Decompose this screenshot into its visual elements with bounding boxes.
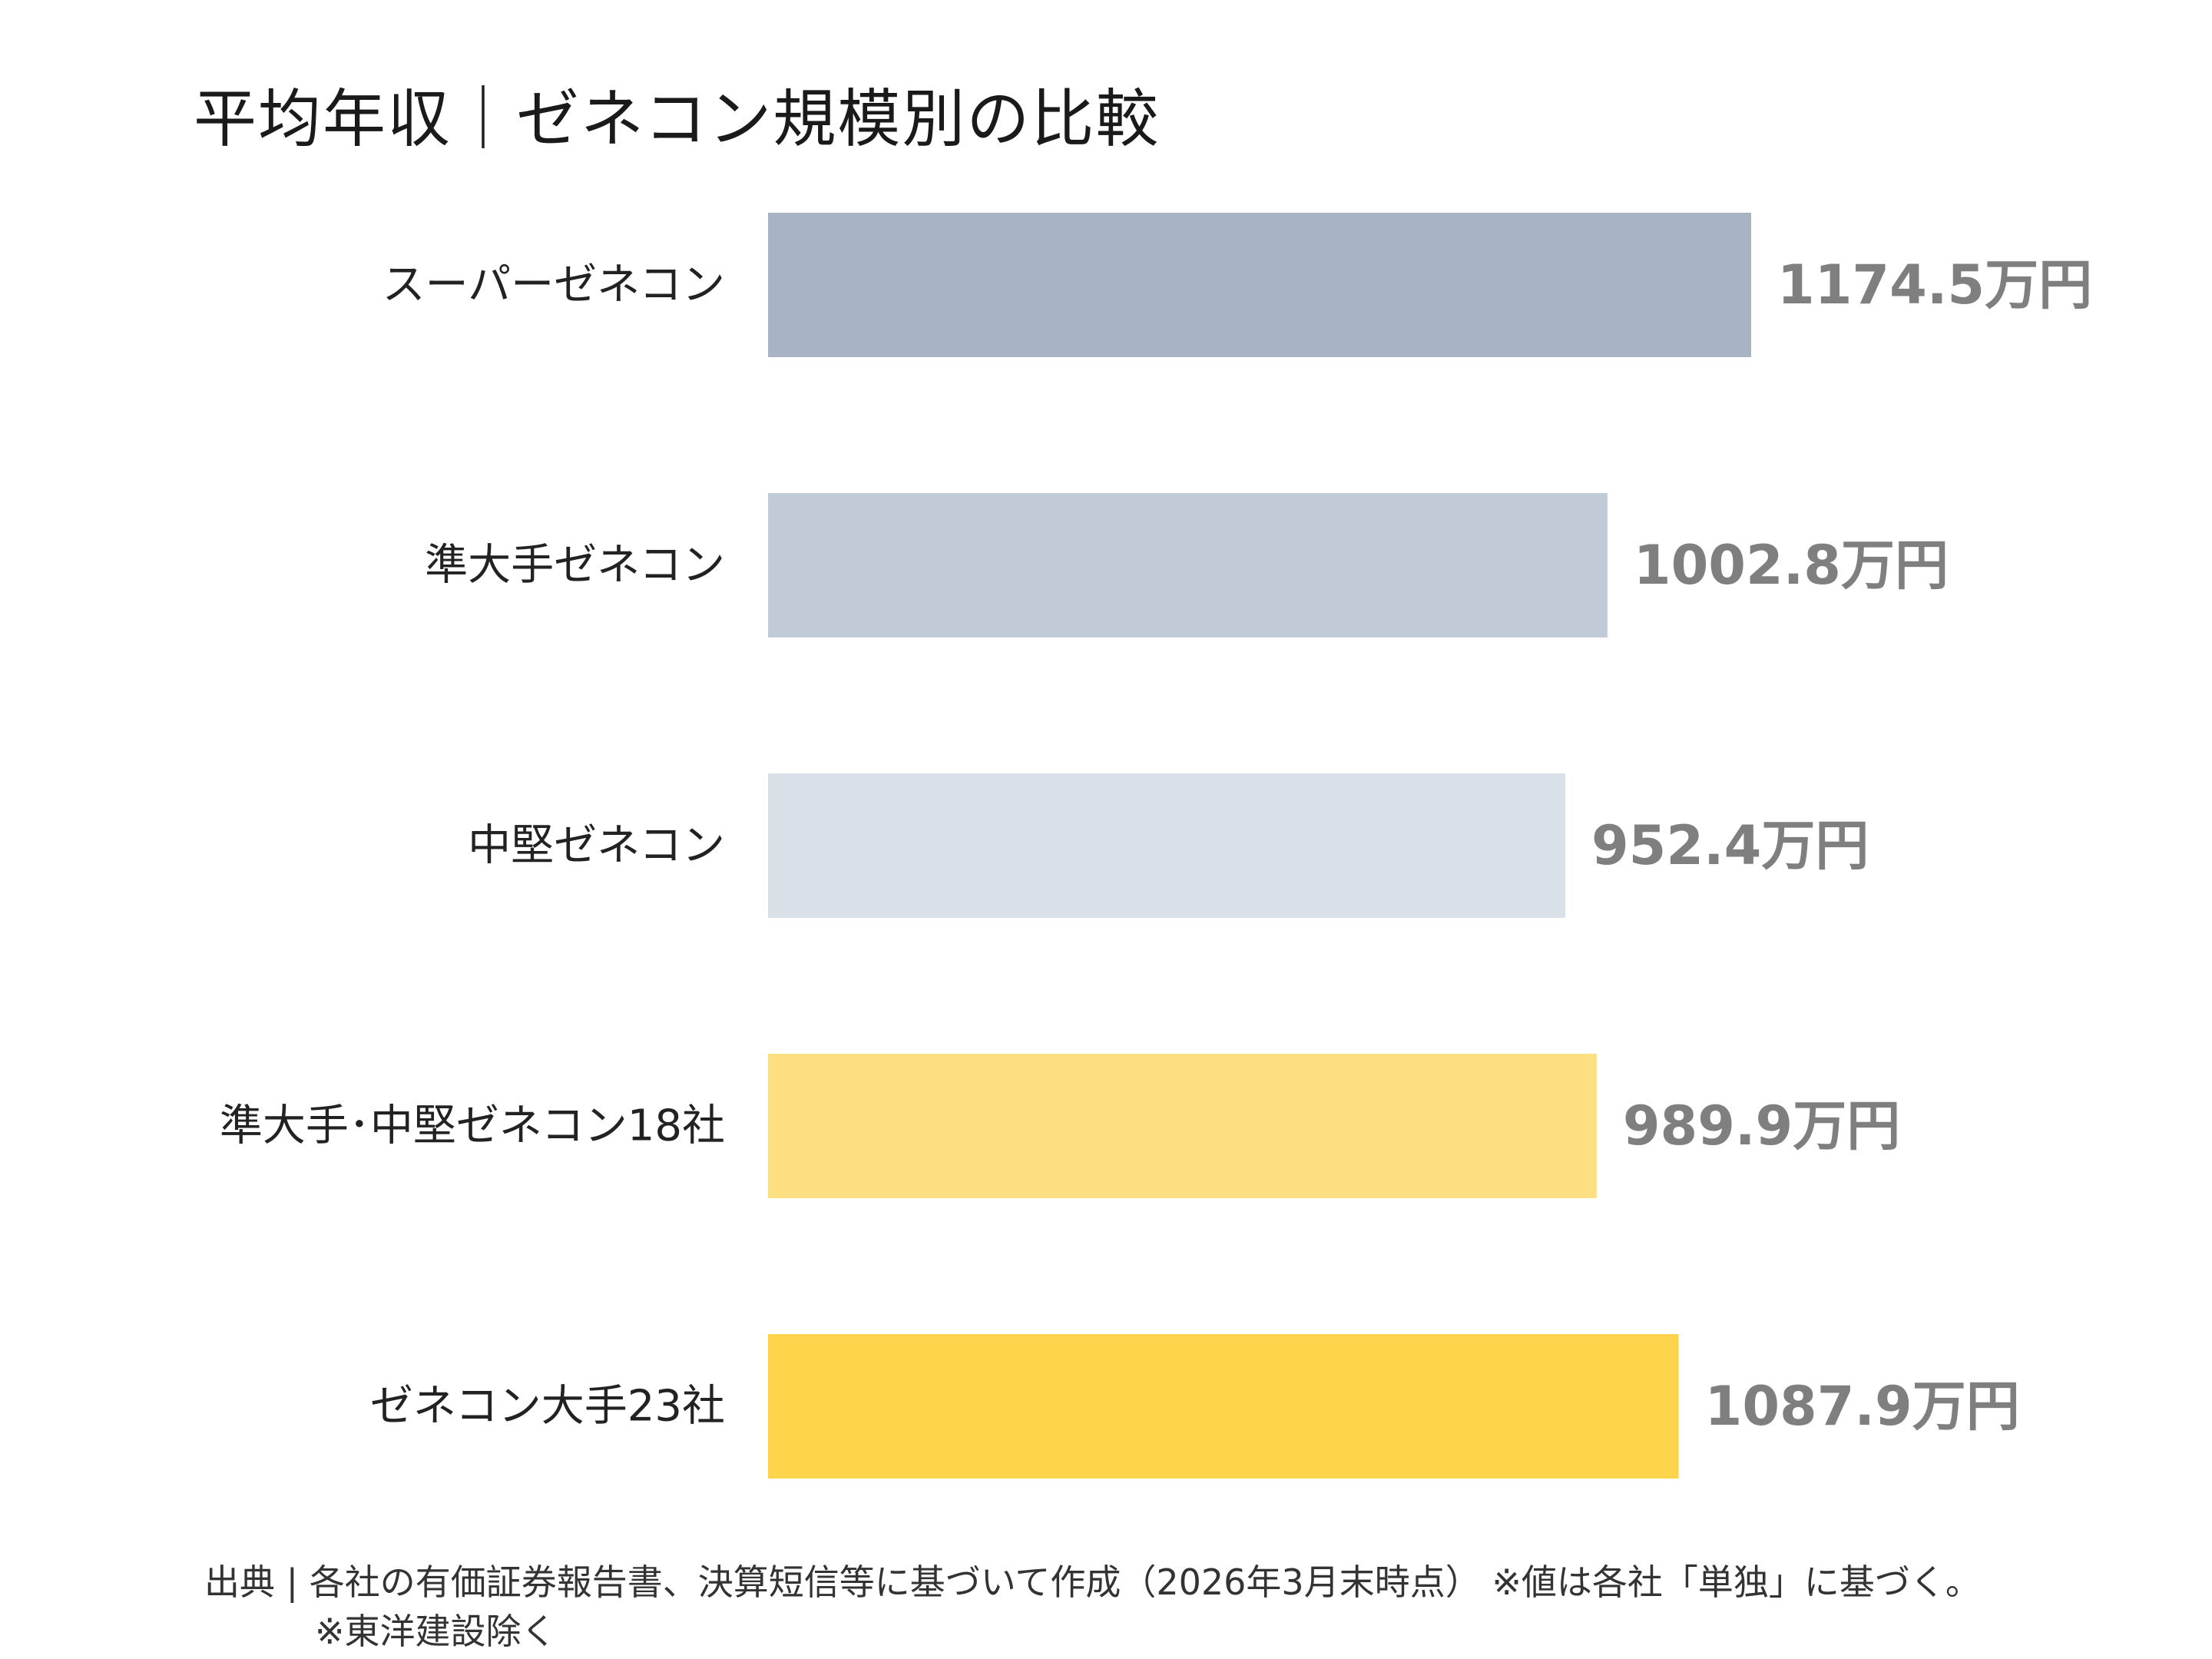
exclusion-note: ※東洋建設除く [315, 1611, 557, 1652]
bar-3 [768, 773, 1565, 918]
category-label-3: 中堅ゼネコン [468, 821, 725, 871]
category-label-1: スーパーゼネコン [382, 260, 725, 310]
chart-title: 平均年収｜ゼネコン規模別の比較 [194, 83, 1161, 156]
value-label-1: 1174.5万円 [1777, 253, 2092, 316]
value-label-4: 989.9万円 [1623, 1094, 1900, 1157]
source-note: 出典 | 各社の有価証券報告書、決算短信等に基づいて作成（2026年3月末時点）… [204, 1561, 1981, 1603]
bar-2 [768, 493, 1608, 637]
value-label-5: 1087.9万円 [1705, 1375, 2020, 1438]
bar-1 [768, 213, 1751, 357]
value-label-2: 1002.8万円 [1634, 534, 1949, 597]
bar-5 [768, 1334, 1679, 1479]
bar-4 [768, 1054, 1597, 1198]
category-label-5: ゼネコン大手23社 [370, 1382, 725, 1432]
value-label-3: 952.4万円 [1591, 814, 1869, 877]
category-label-4: 準大手･中堅ゼネコン18社 [220, 1101, 725, 1151]
category-label-2: 準大手ゼネコン [425, 541, 725, 591]
